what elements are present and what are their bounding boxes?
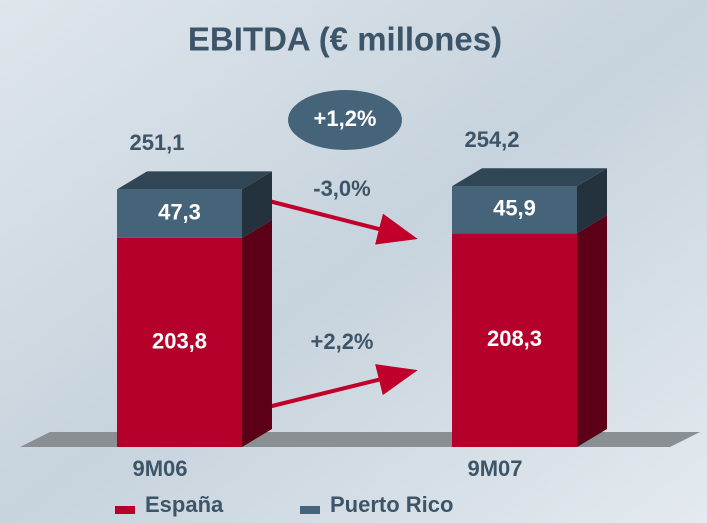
value-label: 47,3 xyxy=(158,199,201,224)
page: EBITDA (€ millones) +1,2% -3,0% +2,2% 20… xyxy=(0,0,707,523)
legend-swatch xyxy=(300,506,320,514)
legend-label: España xyxy=(145,492,224,517)
annotation: +2,2% xyxy=(311,329,374,354)
chart: EBITDA (€ millones) +1,2% -3,0% +2,2% 20… xyxy=(0,0,707,523)
legend-label: Puerto Rico xyxy=(330,492,453,517)
x-tick-label: 9M06 xyxy=(132,456,187,481)
value-label: 45,9 xyxy=(493,196,536,221)
annotation: +1,2% xyxy=(314,106,377,131)
annotation: -3,0% xyxy=(313,176,370,201)
bar-side xyxy=(577,215,607,447)
legend-swatch xyxy=(115,506,135,514)
chart-title: EBITDA (€ millones) xyxy=(188,21,502,58)
value-label: 208,3 xyxy=(487,326,542,351)
x-tick-label: 9M07 xyxy=(467,456,522,481)
value-label: 203,8 xyxy=(152,328,207,353)
total-label: 251,1 xyxy=(129,130,184,155)
bar-side xyxy=(242,220,272,447)
total-label: 254,2 xyxy=(464,127,519,152)
